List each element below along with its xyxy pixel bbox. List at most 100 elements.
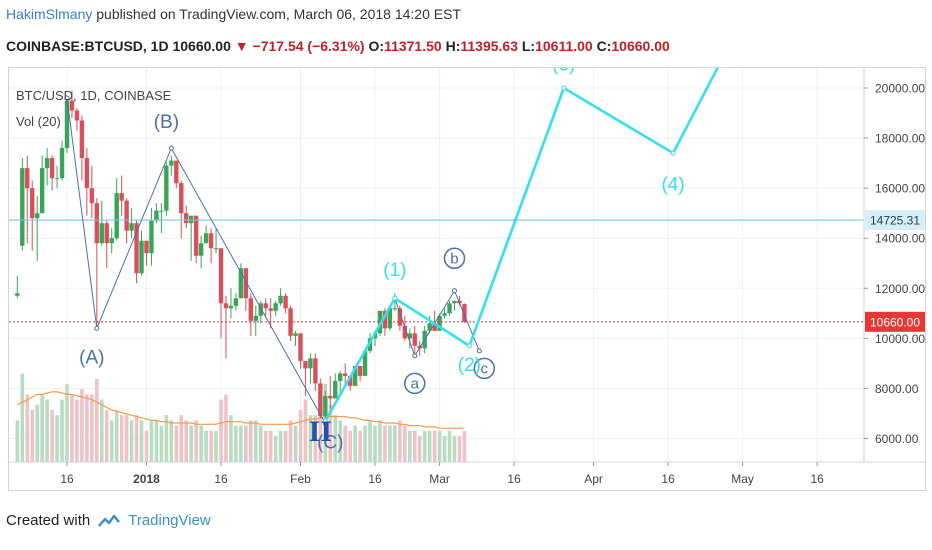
volume-bar (383, 425, 387, 462)
candle-body (218, 248, 224, 304)
candle-body (20, 168, 25, 246)
volume-bar (447, 430, 452, 462)
candle-body (30, 188, 35, 219)
wave-abc-label: (B) (154, 112, 179, 133)
wave-projection-label: (4) (661, 175, 684, 196)
candle-body (263, 303, 268, 309)
tradingview-brand[interactable]: TradingView (128, 512, 211, 529)
candle-body (164, 165, 169, 211)
y-tick-label: 8000.00 (875, 382, 919, 396)
volume-bar (318, 389, 323, 462)
volume-bar (169, 420, 174, 462)
candle-body (308, 358, 313, 369)
volume-bar (249, 420, 253, 462)
candle-body (203, 233, 209, 244)
candle-body (44, 158, 50, 169)
volume-bar (273, 436, 278, 462)
volume-bar (144, 430, 149, 462)
candle-body (258, 303, 263, 316)
wave-projection-point (392, 295, 398, 301)
candle-body (442, 313, 447, 316)
volume-bar (422, 430, 427, 462)
volume-bar (253, 420, 258, 462)
author-link[interactable]: HakimSlmany (6, 6, 93, 22)
wave-minor-label: a (411, 375, 420, 392)
volume-bar (278, 430, 283, 462)
volume-bar (368, 420, 372, 462)
y-tick-label: 16000.00 (875, 182, 925, 196)
candle-body (74, 110, 80, 121)
volume-bar (303, 399, 308, 462)
wave-projection-point (670, 150, 676, 156)
volume-bar (462, 430, 467, 462)
volume-bar (417, 436, 422, 462)
created-with-label: Created with (6, 512, 91, 529)
candle-body (169, 160, 174, 166)
publish-line: HakimSlmany published on TradingView.com… (6, 6, 461, 22)
x-tick-label: 16 (60, 472, 74, 486)
volume-bar (90, 394, 94, 462)
volume-bar (258, 425, 263, 462)
volume-bar (189, 425, 193, 462)
volume-bar (20, 373, 25, 462)
volume-bar (229, 415, 233, 462)
wave-minor-line (394, 289, 480, 358)
candle-body (407, 333, 412, 339)
candle-body (94, 203, 100, 244)
volume-bar (432, 430, 437, 462)
candle-body (432, 323, 437, 331)
wave-projection-point (561, 85, 567, 91)
candle-body (268, 308, 273, 311)
wave-minor-point (412, 353, 418, 359)
volume-bar (65, 384, 69, 462)
candle-body (109, 238, 114, 244)
volume-bar (219, 399, 223, 462)
volume-bar (154, 420, 159, 462)
candle-body (139, 240, 144, 274)
volume-bar (50, 410, 54, 462)
last-price-badge-label: 10660.00 (870, 315, 920, 329)
candle-body (154, 210, 159, 221)
candle-body (84, 158, 90, 189)
volume-bar (283, 430, 288, 462)
candle-body (233, 298, 239, 306)
wave-minor-label-circle (443, 247, 466, 269)
candle-body (278, 295, 283, 304)
wave-projection-label: (2) (458, 355, 481, 376)
candle-body (228, 305, 234, 309)
volume-bar (99, 399, 104, 462)
volume-bar (442, 436, 447, 462)
volume-bar (30, 410, 35, 462)
y-tick-label: 14000.00 (875, 232, 925, 246)
volume-bar (80, 389, 84, 462)
chart-frame[interactable] (8, 67, 926, 491)
wave-minor-point (451, 288, 457, 294)
candle-body (104, 223, 109, 244)
candle-body (273, 303, 278, 311)
candle-body (238, 268, 244, 299)
volume-bar (114, 410, 119, 462)
candle-body (243, 268, 249, 299)
wave-abc-point (168, 145, 174, 151)
candles (15, 90, 467, 439)
volume-bar (194, 420, 198, 462)
candle-body (159, 210, 164, 212)
candle-body (119, 193, 124, 201)
candle-body (402, 325, 408, 339)
x-tick-label: Mar (429, 472, 450, 486)
candle-body (134, 223, 139, 274)
low-value: 10611.00 (535, 38, 593, 54)
close-value: 10660.00 (611, 38, 670, 54)
wave-projection-point (721, 56, 725, 60)
candle-body (328, 395, 333, 399)
volume-bar (427, 430, 432, 462)
volume-bar (437, 430, 442, 462)
candle-body (54, 178, 60, 180)
volume-bar (164, 415, 169, 462)
wave-projection-line (324, 68, 719, 422)
close-label: C: (596, 38, 612, 54)
volume-bar (388, 425, 392, 462)
volume-bar (244, 425, 248, 462)
wave-minor-label-circle (473, 357, 496, 380)
